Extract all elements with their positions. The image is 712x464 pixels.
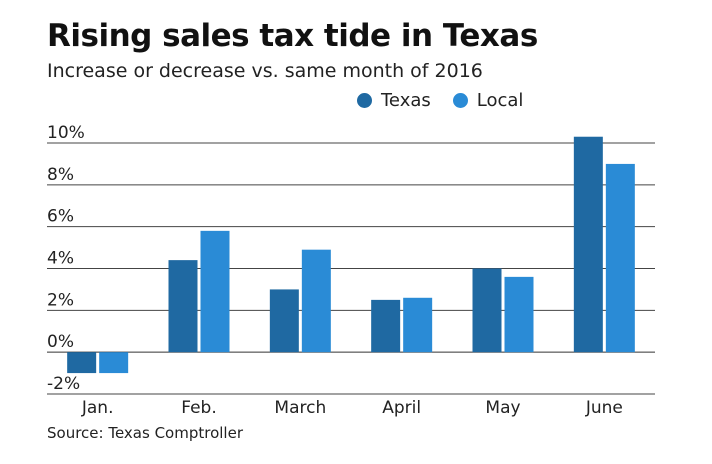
y-tick-label: 10% <box>47 123 85 143</box>
bar-texas <box>168 260 198 353</box>
bar-local <box>200 230 230 353</box>
bar-texas <box>573 136 603 353</box>
x-tick-label: Feb. <box>181 398 217 418</box>
bar-local <box>301 249 331 353</box>
legend-item-texas: Texas <box>357 90 431 111</box>
source-note: Source: Texas Comptroller <box>47 424 243 442</box>
x-tick-label: June <box>585 398 623 418</box>
bar-local <box>504 276 534 353</box>
legend-label-local: Local <box>476 90 524 111</box>
bar-texas <box>371 299 401 353</box>
bar-texas <box>67 352 97 374</box>
x-tick-label: Jan. <box>81 398 114 418</box>
x-tick-label: April <box>382 398 421 418</box>
bar-local <box>605 163 635 353</box>
y-tick-label: 0% <box>47 332 74 352</box>
bar-local <box>403 297 433 353</box>
y-tick-label: 8% <box>47 165 74 185</box>
legend-item-local: Local <box>452 90 524 111</box>
x-tick-label: May <box>485 398 520 418</box>
legend-swatch-texas <box>357 93 372 108</box>
bar-local <box>99 352 129 374</box>
chart-subtitle: Increase or decrease vs. same month of 2… <box>47 60 483 82</box>
chart-title: Rising sales tax tide in Texas <box>47 18 538 54</box>
y-tick-label: -2% <box>47 374 80 394</box>
bar-texas <box>472 268 502 353</box>
bar-texas <box>269 289 299 353</box>
y-tick-label: 2% <box>47 290 74 310</box>
chart-legend: Texas Local <box>357 90 523 111</box>
y-tick-label: 6% <box>47 207 74 227</box>
legend-label-texas: Texas <box>381 90 431 111</box>
legend-swatch-local <box>452 93 468 108</box>
y-tick-label: 4% <box>47 249 74 269</box>
x-tick-label: March <box>274 398 326 418</box>
